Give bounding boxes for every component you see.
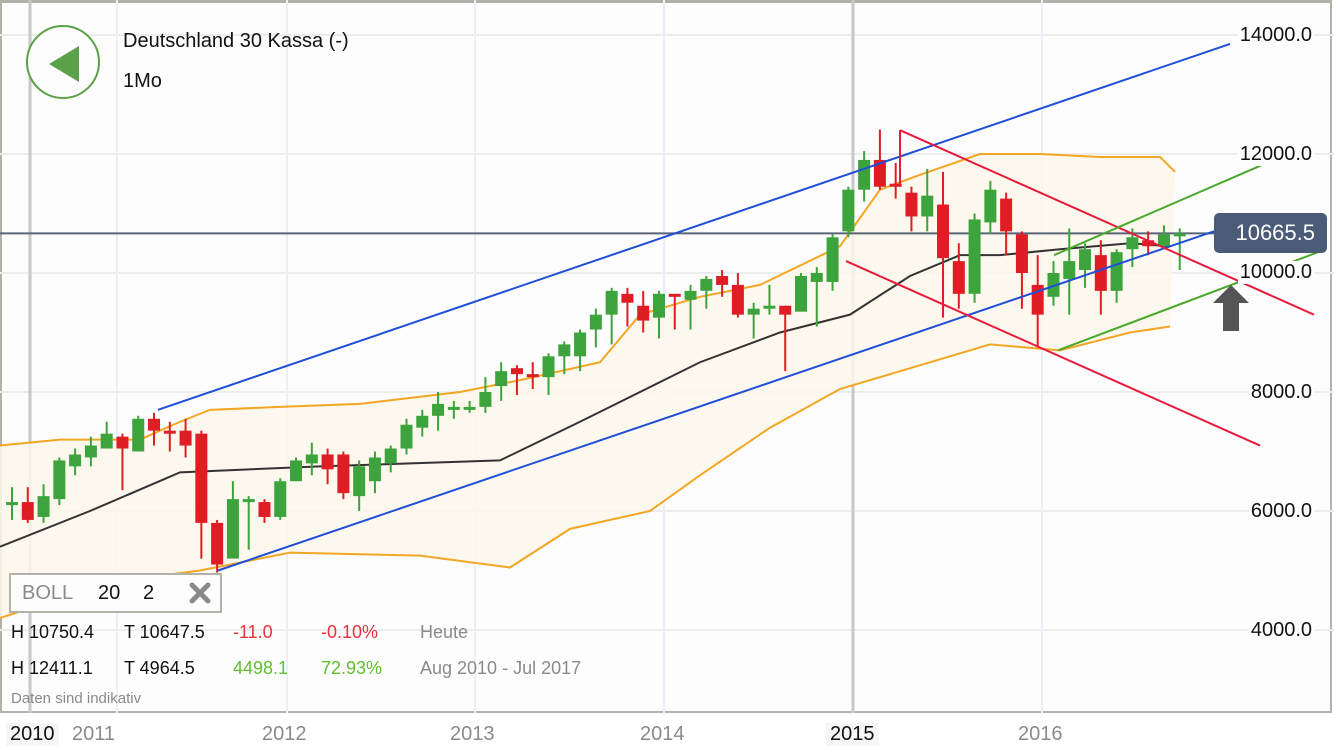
x-tick-2015: 2015: [826, 723, 879, 746]
today-low: T 10647.5: [124, 622, 205, 642]
y-tick-4000: 4000.0: [1248, 619, 1314, 642]
range-change-pct: 72.93%: [321, 658, 383, 678]
range-label: Aug 2010 - Jul 2017: [420, 658, 582, 678]
x-tick-2013: 2013: [450, 723, 495, 745]
y-tick-10000: 10000.0: [1237, 261, 1314, 284]
y-tick-14000: 14000.0: [1237, 24, 1314, 47]
x-tick-2012: 2012: [262, 723, 307, 745]
back-button[interactable]: [26, 25, 100, 99]
y-tick-6000: 6000.0: [1248, 500, 1314, 523]
close-icon[interactable]: [189, 582, 211, 610]
today-label: Heute: [420, 622, 469, 642]
indicator-name: BOLL: [22, 582, 74, 604]
range-high: H 12411.1: [11, 658, 93, 678]
y-tick-12000: 12000.0: [1237, 143, 1314, 166]
interval-label[interactable]: 1Mo: [123, 70, 162, 92]
today-change-pct: -0.10%: [321, 622, 379, 642]
y-tick-8000: 8000.0: [1248, 381, 1314, 404]
indicator-period[interactable]: 20: [98, 582, 121, 604]
disclaimer: Daten sind indikativ: [11, 690, 142, 707]
range-change: 4498.1: [233, 658, 289, 678]
indicator-stddev[interactable]: 2: [143, 582, 155, 604]
x-tick-2016: 2016: [1018, 723, 1063, 745]
up-arrow-icon: [1213, 285, 1249, 331]
indicator-chip[interactable]: BOLL 20 2: [9, 573, 222, 613]
back-arrow-icon: [49, 46, 79, 82]
x-tick-2011: 2011: [72, 723, 116, 745]
range-low: T 4964.5: [124, 658, 195, 678]
x-tick-2010: 2010: [6, 723, 59, 746]
today-change: -11.0: [233, 622, 273, 642]
x-tick-2014: 2014: [640, 723, 685, 745]
instrument-title: Deutschland 30 Kassa (-): [123, 30, 349, 52]
last-price-tag: 10665.5: [1214, 213, 1327, 253]
today-high: H 10750.4: [11, 622, 95, 642]
